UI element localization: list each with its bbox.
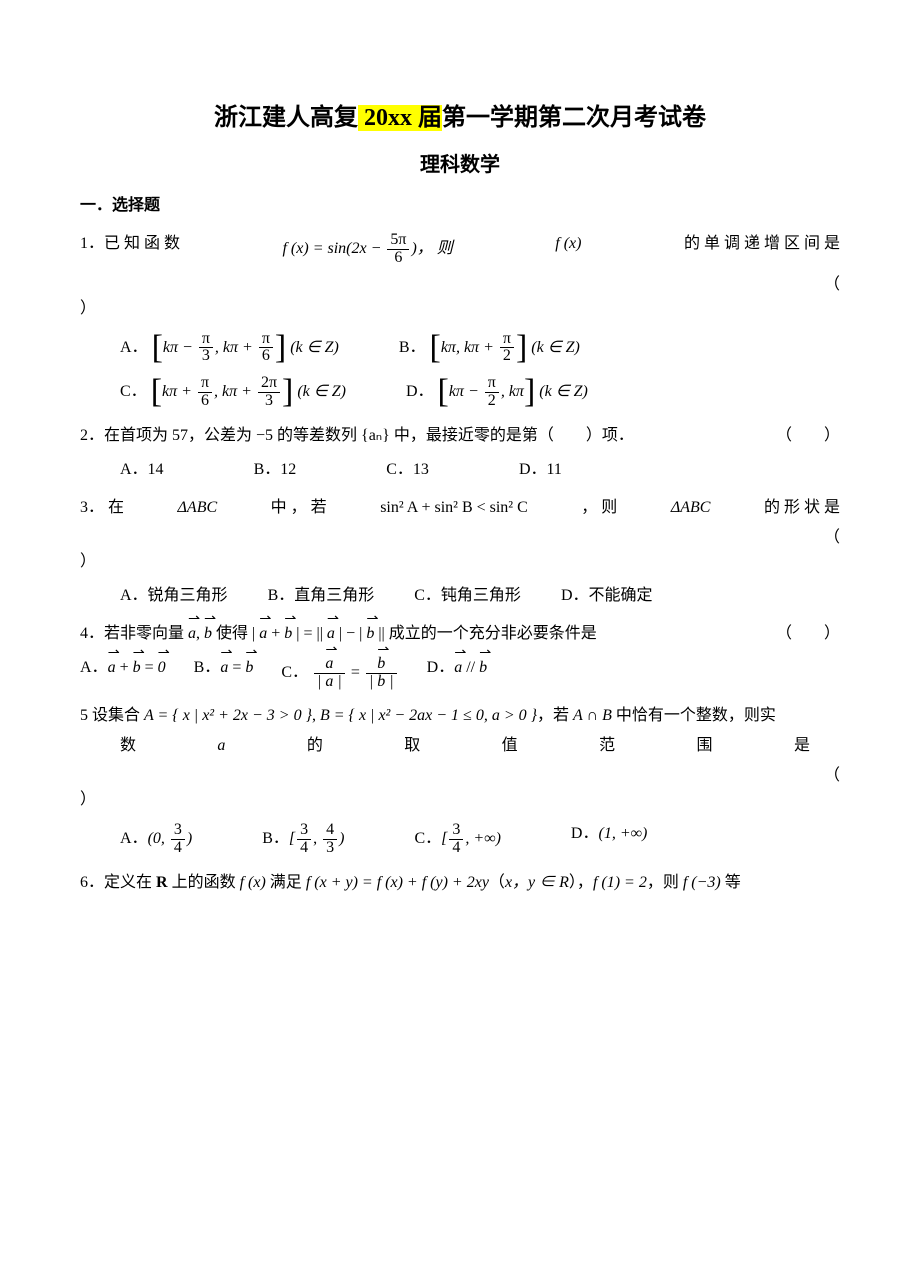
q3-open-paren: （ — [80, 526, 840, 550]
q1-option-a: A． [kπ − π3, kπ + π6] (k ∈ Z) — [120, 331, 339, 366]
q5-options: A．(0, 34) B．[34, 43) C．[34, +∞) D．(1, +∞… — [120, 822, 840, 857]
question-2: 2．在首项为 57，公差为 −5 的等差数列 {aₙ} 中，最接近零的是第（ ）… — [80, 424, 840, 482]
q4-option-b: B．a = b — [194, 656, 254, 691]
title-post: 第一学期第二次月考试卷 — [442, 105, 706, 131]
q2-options: A．14 B．12 C．13 D．11 — [120, 458, 840, 482]
q1-option-b: B． [kπ, kπ + π2] (k ∈ Z) — [399, 331, 580, 366]
q2-stem: 2．在首项为 57，公差为 −5 的等差数列 {aₙ} 中，最接近零的是第（ ）… — [80, 427, 634, 444]
q2-option-a: A．14 — [120, 458, 164, 482]
q2-option-c: C．13 — [386, 458, 429, 482]
q1-options-row1: A． [kπ − π3, kπ + π6] (k ∈ Z) B． [kπ, kπ… — [120, 331, 840, 366]
q4-option-c: C． a| a | = b| b | — [281, 656, 398, 691]
q2-option-d: D．11 — [519, 458, 562, 482]
question-3: 3． 在 ΔABC 中 ， 若 sin² A + sin² B < sin² C… — [80, 496, 840, 608]
q1-close-paren: ） — [80, 297, 840, 321]
q5-option-b: B．[34, 43) — [262, 822, 344, 857]
subtitle: 理科数学 — [80, 150, 840, 180]
q3-options: A．锐角三角形 B．直角三角形 C．钝角三角形 D．不能确定 — [120, 584, 840, 608]
q2-paren: （ ） — [776, 424, 840, 448]
q3-option-d: D．不能确定 — [561, 584, 653, 608]
q5-option-d: D．(1, +∞) — [571, 822, 647, 857]
q5-close-paren: ） — [80, 788, 840, 812]
q1-options-row2: C． [kπ + π6, kπ + 2π3] (k ∈ Z) D． [kπ − … — [120, 375, 840, 410]
q2-option-b: B．12 — [254, 458, 297, 482]
question-4: 4．若非零向量 a, b 使得 | a + b | = || a | − | b… — [80, 622, 840, 691]
q1-open-paren: （ — [80, 273, 840, 297]
q4-option-a: A．a + b = 0 — [80, 656, 166, 691]
q4-stem: 4．若非零向量 a, b 使得 | a + b | = || a | − | b… — [80, 625, 597, 642]
q3-stem-line1: 3． 在 ΔABC 中 ， 若 sin² A + sin² B < sin² C… — [80, 496, 840, 520]
q5-open-paren: （ — [80, 764, 840, 788]
question-1: 1．已 知 函 数 f (x) = sin(2x − 5π6)， 则 f (x)… — [80, 232, 840, 410]
q4-options: A．a + b = 0 B．a = b C． a| a | = b| b | D… — [80, 656, 840, 691]
q5-option-a: A．(0, 34) — [120, 822, 192, 857]
q1-option-d: D． [kπ − π2, kπ] (k ∈ Z) — [406, 375, 588, 410]
question-6: 6．定义在 R 上的函数 f (x) 满足 f (x + y) = f (x) … — [80, 871, 840, 895]
q4-paren: （ ） — [776, 622, 840, 646]
title-highlight: 20xx 届 — [358, 105, 442, 131]
q3-option-b: B．直角三角形 — [268, 584, 375, 608]
page-title: 浙江建人高复 20xx 届第一学期第二次月考试卷 — [80, 100, 840, 136]
q1-option-c: C． [kπ + π6, kπ + 2π3] (k ∈ Z) — [120, 375, 346, 410]
q3-option-c: C．钝角三角形 — [414, 584, 521, 608]
q3-close-paren: ） — [80, 550, 840, 574]
q4-option-d: D．a // b — [427, 656, 487, 691]
q5-stem-line1: 5 设集合 A = { x | x² + 2x − 3 > 0 }, B = {… — [80, 704, 840, 728]
q5-option-c: C．[34, +∞) — [414, 822, 500, 857]
question-5: 5 设集合 A = { x | x² + 2x − 3 > 0 }, B = {… — [80, 704, 840, 857]
section-heading: 一．选择题 — [80, 194, 840, 218]
q1-stem-line1: 1．已 知 函 数 f (x) = sin(2x − 5π6)， 则 f (x)… — [80, 232, 840, 267]
title-pre: 浙江建人高复 — [214, 105, 358, 131]
q5-stem-line2: 数a的取值范围是 — [120, 734, 840, 758]
q3-option-a: A．锐角三角形 — [120, 584, 228, 608]
